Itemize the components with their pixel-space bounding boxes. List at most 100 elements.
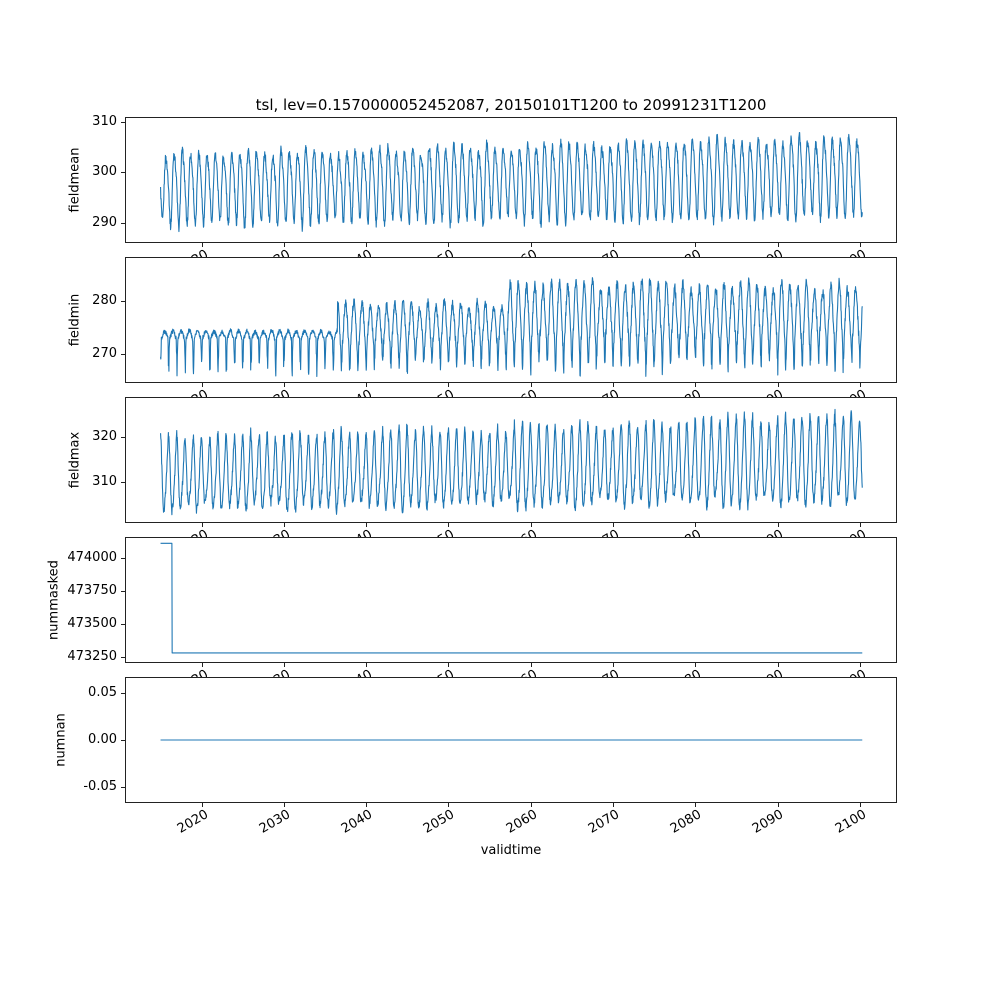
x-tick-mark (283, 383, 285, 387)
x-tick-mark (695, 803, 697, 807)
y-tick-label: 300 (92, 164, 117, 180)
y-tick-label: 310 (92, 474, 117, 490)
y-tick-label: 0.00 (88, 732, 117, 747)
y-tick-label: 473500 (67, 616, 117, 632)
x-tick-label: 2060 (503, 807, 540, 837)
x-tick-mark (613, 243, 614, 247)
x-tick-mark (201, 243, 203, 247)
x-tick-mark (201, 383, 203, 387)
plot-area-numnan (125, 677, 897, 803)
plot-area-nummasked (125, 537, 897, 663)
x-tick-label: 2090 (750, 807, 787, 837)
y-tick-label: -0.05 (83, 779, 117, 795)
x-tick-mark (366, 523, 368, 527)
y-tick-mark (121, 591, 125, 593)
y-tick-label: 320 (92, 428, 117, 444)
y-tick-mark (121, 787, 125, 789)
x-tick-mark (366, 383, 368, 387)
y-tick-mark (121, 223, 125, 225)
plot-area-fieldmin (125, 257, 897, 383)
x-tick-mark (613, 383, 614, 387)
x-tick-mark (366, 243, 368, 247)
x-tick-label: 2030 (256, 807, 293, 837)
y-tick-mark (121, 557, 125, 559)
y-tick-mark (121, 436, 125, 438)
y-tick-mark (121, 740, 125, 741)
x-tick-mark (859, 523, 861, 527)
x-tick-label: 2050 (421, 807, 458, 837)
x-tick-mark (283, 523, 285, 527)
x-tick-mark (613, 803, 614, 807)
y-tick-mark (121, 121, 125, 123)
x-tick-mark (777, 803, 779, 807)
x-tick-mark (448, 803, 450, 807)
y-tick-mark (121, 624, 125, 626)
x-tick-mark (695, 243, 697, 247)
x-tick-mark (695, 663, 697, 667)
y-tick-mark (121, 692, 125, 694)
y-tick-label: 474000 (67, 549, 117, 565)
x-tick-mark (777, 663, 779, 667)
x-tick-mark (366, 803, 368, 807)
y-tick-label: 0.05 (88, 684, 117, 700)
line-series-numnan (126, 678, 896, 802)
line-series-fieldmin (126, 258, 896, 382)
line-series-nummasked (126, 538, 896, 662)
x-tick-label: 2080 (668, 807, 705, 837)
x-tick-mark (448, 243, 450, 247)
line-series-fieldmax (126, 398, 896, 522)
x-tick-mark (366, 663, 368, 667)
x-tick-mark (530, 243, 532, 247)
y-tick-label: 270 (92, 346, 117, 362)
x-tick-mark (859, 383, 861, 387)
x-tick-mark (448, 523, 450, 527)
line-series-fieldmean (126, 118, 896, 242)
y-tick-label: 280 (92, 293, 117, 309)
x-tick-mark (530, 803, 532, 807)
y-tick-mark (121, 301, 125, 303)
y-tick-mark (121, 482, 125, 484)
y-tick-label: 473250 (67, 649, 117, 665)
x-tick-mark (613, 523, 614, 527)
figure-title: tsl, lev=0.1570000052452087, 20150101T12… (255, 96, 767, 114)
y-tick-mark (121, 657, 125, 659)
x-tick-mark (695, 383, 697, 387)
x-axis-label: validtime (480, 843, 542, 858)
x-tick-mark (777, 383, 779, 387)
x-tick-mark (777, 243, 779, 247)
y-tick-mark (121, 354, 125, 356)
y-tick-mark (121, 172, 125, 174)
x-tick-mark (777, 523, 779, 527)
x-tick-mark (530, 523, 532, 527)
x-tick-mark (859, 803, 861, 807)
x-tick-mark (448, 663, 450, 667)
x-tick-mark (201, 523, 203, 527)
plot-area-fieldmean (125, 117, 897, 243)
x-tick-mark (530, 663, 532, 667)
x-tick-mark (283, 243, 285, 247)
x-tick-mark (448, 383, 450, 387)
x-tick-mark (530, 383, 532, 387)
x-tick-label: 2100 (832, 807, 869, 837)
x-tick-label: 2070 (585, 807, 623, 837)
y-tick-label: 310 (92, 113, 117, 129)
x-tick-mark (201, 663, 203, 667)
plot-area-fieldmax (125, 397, 897, 523)
x-tick-mark (283, 663, 285, 667)
x-tick-mark (283, 803, 285, 807)
subplot-numnan: numnan -0.05 0.00 0.05 2020 2030 2040 2050 206… (0, 677, 1000, 837)
x-tick-mark (859, 243, 861, 247)
x-tick-mark (613, 663, 614, 667)
y-tick-label: 473750 (67, 583, 117, 599)
x-tick-label: 2020 (174, 807, 211, 837)
x-tick-mark (695, 523, 697, 527)
x-tick-label: 2040 (339, 807, 376, 837)
x-tick-mark (859, 663, 861, 667)
y-tick-label: 290 (92, 215, 117, 231)
x-tick-mark (201, 803, 203, 807)
